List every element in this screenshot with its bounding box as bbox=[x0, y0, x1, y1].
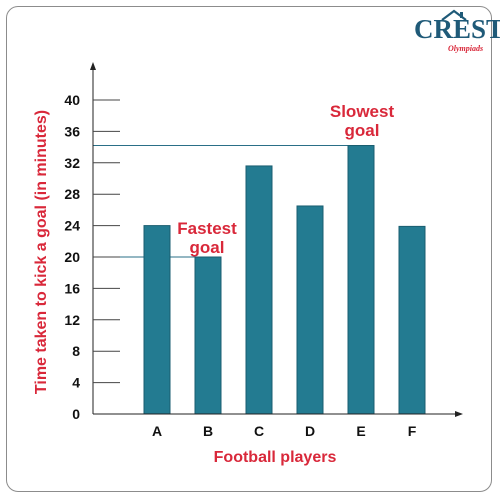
y-tick-label: 0 bbox=[72, 406, 80, 422]
y-tick-label: 16 bbox=[64, 280, 80, 296]
x-tick-label: C bbox=[254, 423, 264, 439]
y-tick-label: 8 bbox=[72, 343, 80, 359]
x-axis-arrow bbox=[455, 411, 463, 417]
annotation-text: Fastest bbox=[177, 219, 237, 238]
y-ticks: 0 4 8 12 16 20 24 28 32 36 40 bbox=[64, 92, 120, 422]
x-tick-label: B bbox=[203, 423, 213, 439]
x-tick-label: E bbox=[356, 423, 365, 439]
bar-A bbox=[143, 225, 171, 415]
logo-text: CREST bbox=[414, 14, 500, 44]
y-tick-label: 40 bbox=[64, 92, 80, 108]
y-axis-title: Time taken to kick a goal (in minutes) bbox=[33, 110, 50, 394]
x-tick-label: D bbox=[305, 423, 315, 439]
y-tick-label: 36 bbox=[64, 123, 80, 139]
roof-icon bbox=[441, 9, 467, 21]
annotation-text: goal bbox=[190, 238, 225, 257]
annotation-text: goal bbox=[345, 121, 380, 140]
y-tick-label: 4 bbox=[72, 375, 80, 391]
x-axis-title: Football players bbox=[214, 449, 337, 466]
reference-lines bbox=[93, 145, 374, 258]
y-tick-label: 20 bbox=[64, 249, 80, 265]
y-tick-label: 28 bbox=[64, 186, 80, 202]
x-tick-label: A bbox=[152, 423, 162, 439]
image-border bbox=[6, 6, 492, 492]
x-ticks: A B C D E F bbox=[152, 423, 417, 439]
crest-logo: CREST Olympiads bbox=[408, 8, 500, 56]
bars bbox=[143, 145, 426, 415]
y-axis-arrow bbox=[90, 62, 96, 70]
bar-E bbox=[347, 145, 375, 415]
x-tick-label: F bbox=[408, 423, 417, 439]
bar-C bbox=[245, 165, 273, 415]
logo-subtext: Olympiads bbox=[448, 44, 484, 53]
bar-F bbox=[398, 225, 426, 415]
axes bbox=[90, 62, 463, 417]
y-tick-label: 24 bbox=[64, 218, 80, 234]
bar-B bbox=[194, 256, 222, 415]
y-tick-label: 12 bbox=[64, 312, 80, 328]
bar-D bbox=[296, 205, 324, 415]
y-tick-label: 32 bbox=[64, 155, 80, 171]
annotation-text: Slowest bbox=[330, 102, 395, 121]
